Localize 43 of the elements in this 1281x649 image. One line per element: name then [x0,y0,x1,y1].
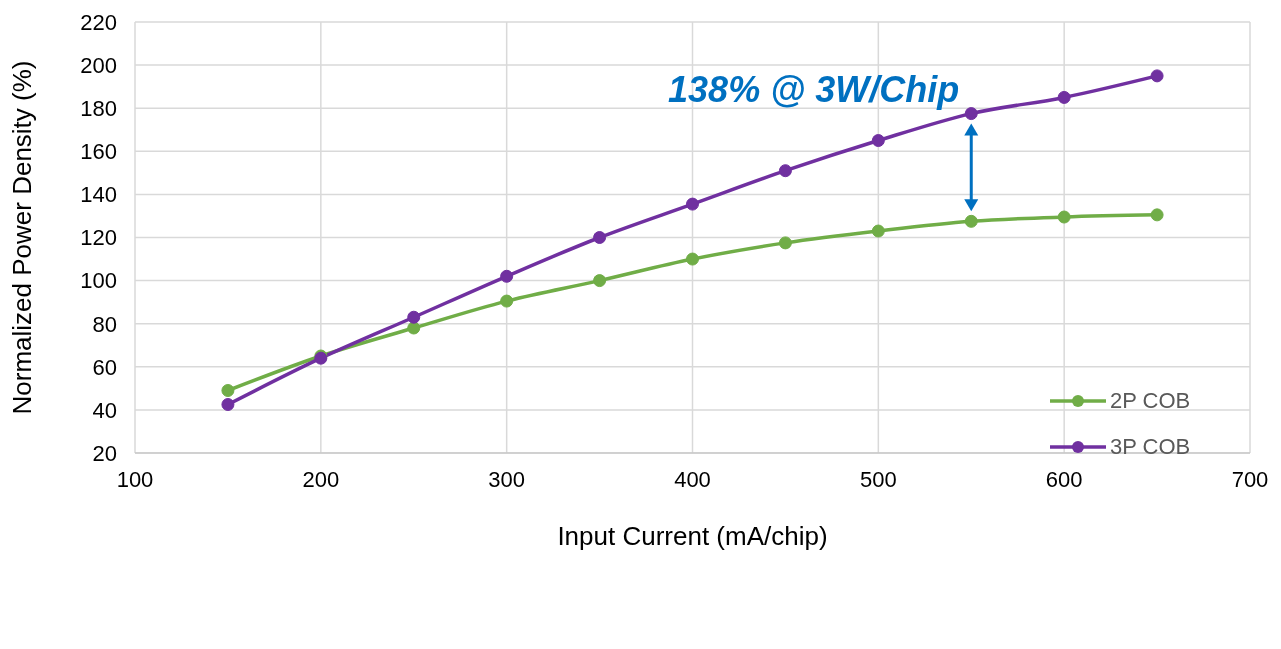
point [778,164,792,178]
x-axis-title: Input Current (mA/chip) [557,521,828,551]
point [871,224,885,238]
x-tick-label: 700 [1231,466,1269,492]
point [500,294,514,308]
x-tick-label: 500 [859,466,897,492]
y-tick-label: 160 [80,139,117,165]
y-tick-label: 200 [80,52,117,78]
point [221,384,235,398]
y-tick-label: 40 [92,397,117,423]
point [593,231,607,244]
x-tick-label: 200 [302,466,340,492]
point [964,107,978,121]
point [407,310,421,324]
y-tick-label: 140 [80,182,117,208]
point [221,398,235,412]
legend-label: 2P COB [1110,388,1191,414]
y-tick-label: 180 [80,96,117,122]
y-tick-label: 220 [80,9,117,35]
point [1057,210,1071,224]
annotation: 138% @ 3W/Chip [668,68,960,110]
y-tick-label: 120 [80,225,117,251]
point [500,269,514,283]
y-axis-title: Normalized Power Density (%) [7,60,38,415]
point [871,134,885,148]
x-tick-label: 100 [116,466,154,492]
point [593,274,607,288]
point [407,321,421,335]
point [964,214,978,228]
point [1057,90,1071,104]
point [1150,69,1164,83]
point [686,197,699,211]
x-tick-label: 600 [1045,466,1083,492]
y-tick-label: 60 [92,354,117,380]
y-tick-label: 100 [80,268,117,294]
y-tick-label: 80 [92,311,117,337]
legend-label: 3P COB [1110,434,1191,460]
point [686,252,699,266]
y-tick-label: 20 [92,440,117,466]
x-tick-label: 400 [674,466,711,492]
x-tick-label: 300 [488,466,526,492]
point [1150,208,1164,222]
point [778,236,792,250]
